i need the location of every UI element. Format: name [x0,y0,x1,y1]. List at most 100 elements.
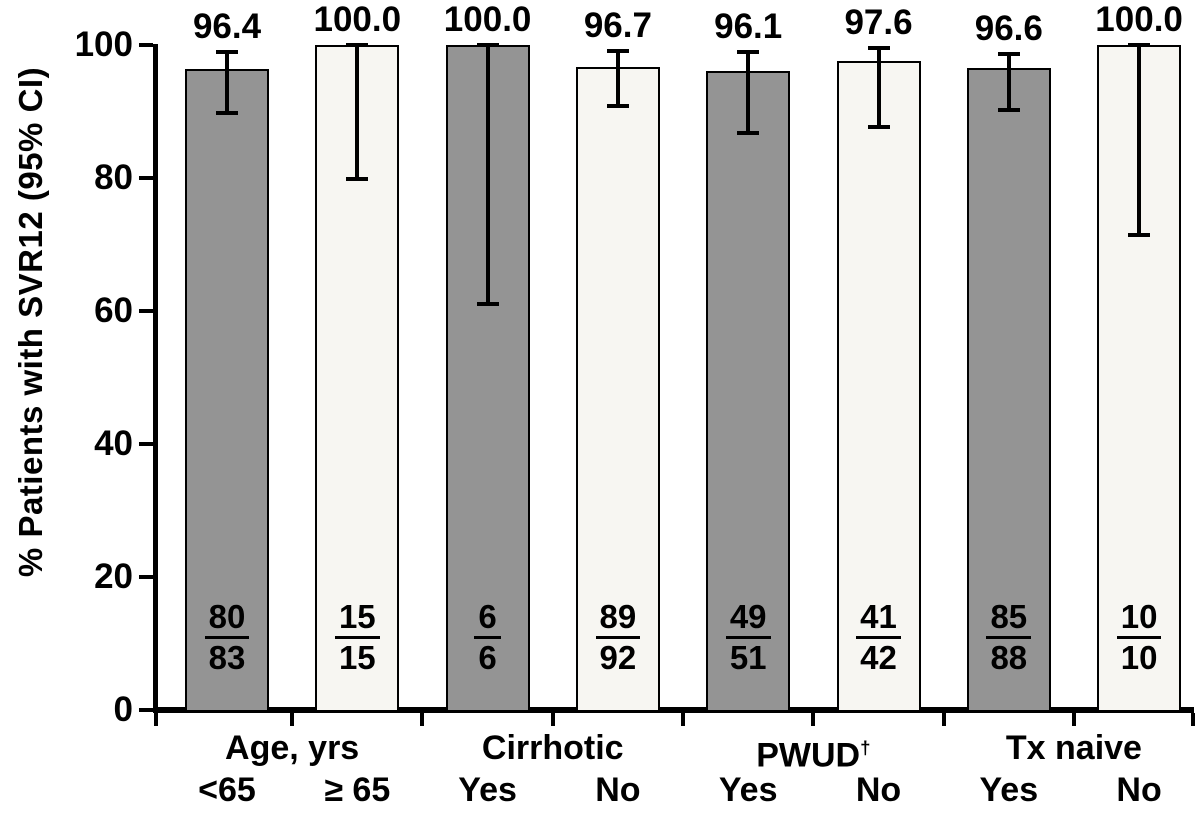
bar-value-label: 100.0 [313,0,402,39]
group-label: PWUD† [756,736,871,775]
bar-sublabel: Yes [718,771,778,809]
bar-value-label: 96.6 [974,8,1043,48]
x-axis-tick [681,713,686,726]
error-bar-line [615,50,620,107]
fraction-label: 80 83 [177,600,277,675]
bar [1097,45,1182,712]
fraction-denominator: 6 [478,639,497,676]
fraction-numerator: 15 [334,600,380,639]
fraction-denominator: 92 [599,639,637,676]
fraction-numerator: 41 [856,600,901,639]
error-bar-cap-top [476,43,499,47]
fraction-label: 41 42 [829,600,929,675]
bar-sublabel: Yes [979,771,1039,809]
fraction-numerator: 49 [725,600,771,639]
error-bar-cap-top [346,43,369,47]
fraction-denominator: 83 [208,639,246,676]
bar [575,66,660,712]
x-axis-tick [1071,713,1076,726]
bar-sublabel: ≥ 65 [324,771,391,809]
fraction-denominator: 51 [729,639,767,676]
fraction-numerator: 85 [986,600,1032,639]
y-axis-tick [139,176,153,180]
error-bar-cap-top [867,45,890,50]
x-axis [153,707,1194,713]
x-axis-tick [1191,713,1195,726]
error-bar-cap-top [1128,43,1151,47]
y-axis-tick [139,43,153,47]
y-tick-label: 60 [94,291,133,330]
y-tick-label: 40 [94,424,133,463]
fraction-numerator: 10 [1116,600,1162,639]
bar-value-label: 96.7 [583,5,652,45]
bar-sublabel: No [855,771,902,809]
error-bar-cap-bottom [737,130,760,135]
y-axis-tick [139,309,153,313]
error-bar-cap-bottom [216,110,238,115]
fraction-label: 89 92 [568,600,668,675]
bar-value-label: 100.0 [1095,0,1183,39]
error-bar-line [225,51,229,113]
bar [966,67,1051,712]
x-axis-tick [420,713,425,726]
bar-sublabel: <65 [198,771,256,809]
group-label: Age, yrs [225,729,360,767]
error-bar-line [485,45,490,305]
error-bar-line [876,47,881,128]
x-axis-tick [941,713,946,726]
error-bar-cap-top [606,48,629,53]
bar-sublabel: No [1116,771,1162,809]
group-label: Cirrhotic [481,729,624,767]
y-tick-label: 80 [94,158,133,197]
bar [185,68,269,712]
fraction-denominator: 10 [1120,639,1158,676]
error-bar-cap-bottom [1128,232,1151,237]
bar [706,70,791,712]
y-axis-tick [139,575,153,579]
group-label-dagger: † [860,737,871,758]
error-bar-line [1006,53,1011,111]
bar-value-label: 96.1 [714,7,783,47]
error-bar-cap-bottom [606,104,629,109]
y-axis [153,44,158,713]
x-axis-tick [290,713,295,726]
bar-sublabel: No [595,771,641,809]
error-bar-cap-top [737,50,760,55]
x-axis-tick [811,713,816,726]
fraction-label: 49 51 [698,600,798,675]
error-bar-line [1137,45,1142,235]
fraction-denominator: 88 [990,639,1028,676]
fraction-numerator: 6 [474,600,501,639]
bar-value-label: 97.6 [844,2,913,42]
fraction-denominator: 42 [860,639,897,676]
y-axis-title: % Patients with SVR12 (95% CI) [12,66,49,578]
y-tick-label: 0 [113,690,133,729]
y-tick-label: 20 [94,557,133,596]
error-bar-cap-bottom [867,125,890,130]
fraction-label: 15 15 [307,600,407,675]
fraction-numerator: 89 [595,600,641,639]
bar [836,60,921,712]
error-bar-cap-top [997,51,1020,56]
error-bar-cap-top [216,49,238,54]
bar-value-label: 96.4 [192,6,262,46]
y-axis-tick [139,708,153,712]
group-label: Tx naive [1005,729,1142,767]
bar-sublabel: Yes [458,771,517,809]
error-bar-cap-bottom [346,177,369,182]
x-axis-tick [550,713,555,726]
error-bar-cap-bottom [476,302,499,307]
y-axis-tick [139,442,153,446]
fraction-denominator: 15 [338,639,376,676]
error-bar-line [355,45,360,180]
error-bar-line [746,52,751,133]
x-axis-tick [153,713,158,726]
y-tick-label: 100 [74,25,133,64]
fraction-label: 85 88 [959,600,1059,675]
fraction-label: 10 10 [1089,600,1189,675]
error-bar-cap-bottom [997,108,1020,113]
fraction-numerator: 80 [204,600,250,639]
bar-value-label: 100.0 [443,0,532,39]
